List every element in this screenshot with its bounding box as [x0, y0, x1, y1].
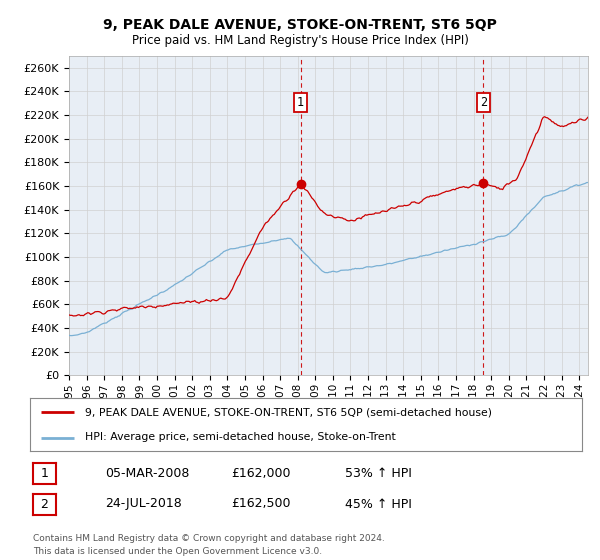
Text: Contains HM Land Registry data © Crown copyright and database right 2024.
This d: Contains HM Land Registry data © Crown c… [33, 534, 385, 556]
Text: 2: 2 [40, 498, 49, 511]
Text: 05-MAR-2008: 05-MAR-2008 [105, 466, 190, 480]
Text: HPI: Average price, semi-detached house, Stoke-on-Trent: HPI: Average price, semi-detached house,… [85, 432, 396, 442]
Text: 1: 1 [297, 96, 304, 109]
Text: 1: 1 [40, 467, 49, 480]
Text: 53% ↑ HPI: 53% ↑ HPI [345, 466, 412, 480]
Text: 9, PEAK DALE AVENUE, STOKE-ON-TRENT, ST6 5QP (semi-detached house): 9, PEAK DALE AVENUE, STOKE-ON-TRENT, ST6… [85, 408, 492, 418]
Text: £162,500: £162,500 [231, 497, 290, 511]
Text: 9, PEAK DALE AVENUE, STOKE-ON-TRENT, ST6 5QP: 9, PEAK DALE AVENUE, STOKE-ON-TRENT, ST6… [103, 18, 497, 32]
Text: 24-JUL-2018: 24-JUL-2018 [105, 497, 182, 511]
Text: £162,000: £162,000 [231, 466, 290, 480]
Text: Price paid vs. HM Land Registry's House Price Index (HPI): Price paid vs. HM Land Registry's House … [131, 34, 469, 47]
Text: 45% ↑ HPI: 45% ↑ HPI [345, 497, 412, 511]
Text: 2: 2 [480, 96, 487, 109]
